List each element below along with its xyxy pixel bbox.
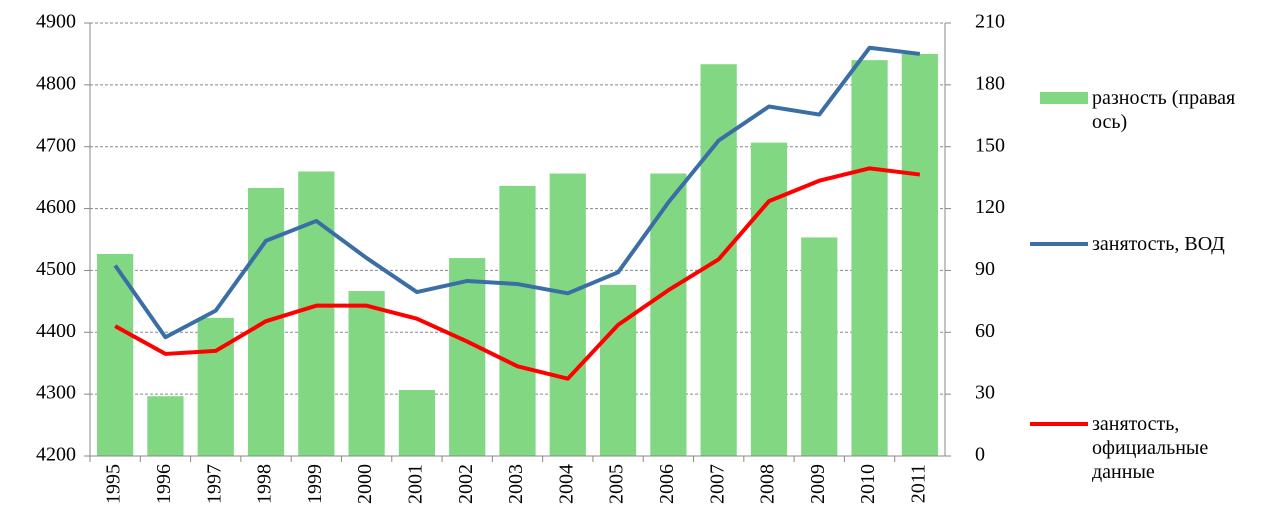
legend-swatch (1040, 92, 1088, 104)
legend-swatch (1030, 242, 1088, 246)
bar (650, 173, 687, 456)
x-tick-label: 1995 (103, 464, 125, 504)
x-tick-label: 2001 (405, 464, 427, 504)
bar (549, 173, 586, 456)
y2-tick-label: 30 (975, 382, 995, 404)
y-tick-label: 4700 (36, 134, 76, 156)
bar (197, 317, 234, 456)
bar (801, 237, 838, 456)
x-tick-label: 2006 (656, 464, 678, 504)
y2-tick-label: 60 (975, 320, 995, 342)
bar (499, 185, 536, 456)
line (113, 45, 921, 340)
x-tick-label: 2003 (505, 464, 527, 504)
x-tick-label: 1996 (153, 464, 175, 504)
x-tick-label: 1998 (254, 464, 276, 504)
bar (398, 390, 436, 456)
line (114, 166, 921, 381)
x-tick-label: 2002 (455, 464, 477, 504)
x-tick-label: 1997 (203, 464, 225, 504)
bar (97, 253, 134, 456)
y2-tick-label: 90 (975, 258, 995, 280)
y-tick-label: 4400 (36, 320, 76, 342)
bar (147, 396, 184, 456)
x-tick-label: 2010 (857, 464, 879, 504)
legend-label: занятость, официальные данные (1092, 413, 1209, 483)
bar (750, 142, 788, 457)
bar (851, 60, 888, 456)
legend-item: разность (правая ось) (1040, 86, 1242, 134)
y-tick-label: 4900 (36, 11, 76, 33)
x-tick-label: 2008 (757, 464, 779, 504)
y-tick-label: 4300 (36, 382, 76, 404)
legend-swatch (1030, 422, 1088, 426)
x-tick-label: 2007 (706, 464, 728, 504)
legend-label: разность (правая ось) (1092, 87, 1236, 133)
x-tick-label: 2004 (555, 464, 577, 504)
y-tick-label: 4800 (36, 72, 76, 94)
bar (449, 258, 486, 456)
x-tick-label: 2009 (807, 464, 829, 504)
y-tick-label: 4600 (36, 196, 76, 218)
bar (298, 171, 335, 456)
x-tick-label: 2005 (606, 464, 628, 504)
y2-tick-label: 120 (975, 196, 1005, 218)
bar (901, 53, 938, 457)
y2-tick-label: 150 (975, 134, 1005, 156)
legend-item: занятость, официальные данные (1030, 412, 1222, 484)
x-tick-label: 2000 (354, 464, 376, 504)
y-tick-label: 4200 (36, 444, 76, 466)
legend-label: занятость, ВОД (1092, 233, 1225, 255)
bar (348, 291, 385, 456)
y2-tick-label: 210 (975, 11, 1005, 33)
x-tick-label: 1999 (304, 464, 326, 504)
bar (599, 284, 637, 456)
y2-tick-label: 180 (975, 72, 1005, 94)
legend-item: занятость, ВОД (1030, 232, 1282, 256)
y-tick-label: 4500 (36, 258, 76, 280)
x-tick-label: 2011 (907, 464, 929, 503)
y2-tick-label: 0 (975, 444, 985, 466)
